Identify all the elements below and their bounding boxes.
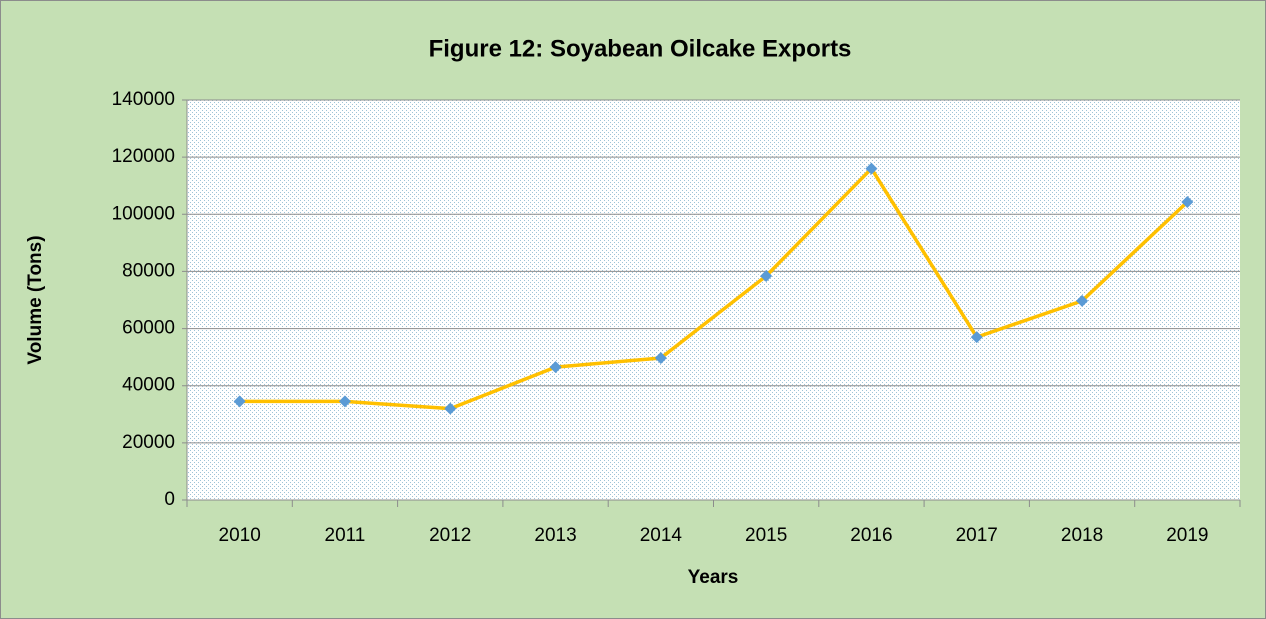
marker [654,352,667,364]
x-tick-label: 2013 [534,525,576,546]
x-tick-label: 2018 [1061,525,1103,546]
marker [760,270,773,282]
x-tick-label: 2014 [640,525,683,546]
marker [233,395,246,408]
x-tick-label: 2016 [850,525,892,546]
y-tick-label: 100000 [112,203,175,224]
y-tick-label: 120000 [112,146,175,167]
marker [1076,294,1089,307]
plot-area [187,100,1240,500]
marker [865,162,878,175]
y-tick-label: 20000 [122,432,175,453]
y-tick-label: 60000 [122,318,175,339]
marker [444,402,457,415]
marker [338,395,351,408]
y-tick-label: 140000 [112,89,175,110]
x-tick-label: 2019 [1166,525,1208,546]
y-axis-title: Volume (Tons) [25,235,46,364]
x-axis-title: Years [688,567,739,588]
line-series [239,166,1189,411]
x-tick-label: 2015 [745,525,787,546]
marker [549,361,562,374]
marker [970,331,983,344]
marker [1181,196,1194,208]
y-tick-label: 40000 [122,375,175,396]
x-tick-label: 2010 [219,525,261,546]
chart-title: Figure 12: Soyabean Oilcake Exports [429,35,852,62]
x-tick-label: 2011 [325,525,366,546]
y-tick-label: 80000 [122,260,175,281]
x-tick-label: 2012 [429,525,471,546]
y-tick-label: 0 [164,489,175,510]
x-tick-label: 2017 [956,525,998,546]
